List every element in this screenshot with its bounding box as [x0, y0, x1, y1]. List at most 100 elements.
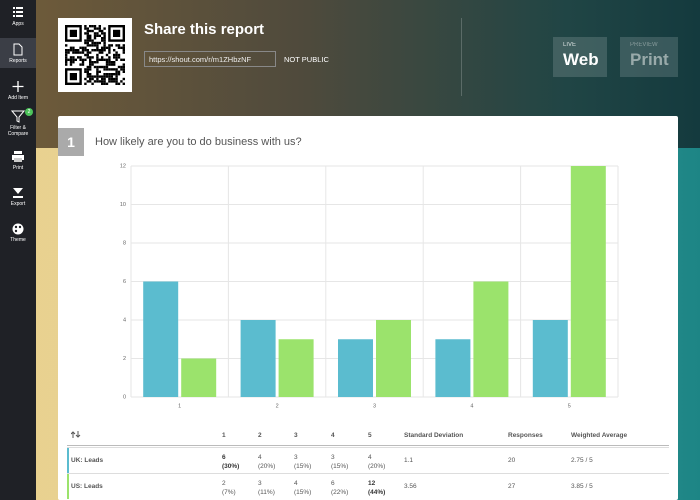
- qr-module: [72, 51, 75, 54]
- x-tick-label: 1: [178, 403, 181, 409]
- qr-module: [115, 58, 118, 61]
- qr-module: [103, 49, 106, 52]
- count-cell: 3 (15%): [294, 453, 311, 471]
- qr-module: [89, 68, 92, 71]
- qr-module: [86, 44, 89, 47]
- qr-module: [93, 75, 97, 78]
- qr-module: [79, 63, 82, 66]
- qr-module: [89, 25, 92, 28]
- qr-module: [86, 65, 89, 69]
- qr-module: [117, 44, 121, 47]
- qr-module: [91, 39, 94, 42]
- sidebar-item[interactable]: Reports: [0, 38, 36, 68]
- sidebar-item[interactable]: Add Item: [0, 80, 36, 106]
- swap-icon[interactable]: [71, 430, 81, 439]
- sidebar-item[interactable]: Print: [0, 150, 36, 176]
- qr-module: [89, 65, 92, 69]
- sidebar-item[interactable]: Apps: [0, 6, 36, 32]
- qr-module: [86, 41, 89, 45]
- qr-module: [108, 51, 111, 54]
- qr-module: [108, 46, 111, 49]
- qr-module: [98, 25, 101, 28]
- qr-module: [86, 37, 89, 40]
- qr-module: [110, 68, 113, 71]
- percent: (15%): [294, 463, 312, 470]
- sidebar-label: Print: [12, 165, 24, 171]
- qr-module: [91, 56, 94, 59]
- qr-module: [86, 68, 89, 71]
- y-tick-label: 0: [123, 394, 126, 400]
- qr-finder: [108, 24, 126, 42]
- qr-module: [101, 32, 104, 35]
- button-label: Web: [563, 50, 599, 69]
- qr-module: [98, 29, 101, 33]
- qr-module: [122, 58, 125, 61]
- qr-module: [96, 70, 99, 73]
- qr-module: [108, 68, 111, 71]
- y-tick-label: 6: [123, 279, 126, 285]
- count: 4: [368, 454, 372, 461]
- qr-module: [84, 53, 87, 57]
- qr-module: [96, 61, 99, 64]
- qr-module: [79, 58, 82, 61]
- qr-module: [103, 44, 106, 47]
- qr-module: [96, 65, 99, 69]
- sidebar-item[interactable]: Filter & Compare 2: [0, 108, 36, 137]
- qr-module: [89, 44, 92, 47]
- qr-module: [91, 44, 94, 47]
- qr-module: [120, 65, 123, 69]
- qr-module: [101, 82, 104, 85]
- qr-module: [101, 75, 104, 78]
- qr-finder: [64, 24, 82, 42]
- live-web-button[interactable]: LIVE Web: [553, 37, 607, 77]
- qr-module: [81, 51, 85, 54]
- qr-module: [86, 39, 89, 42]
- y-tick-label: 4: [123, 317, 126, 323]
- qr-module: [86, 34, 89, 37]
- x-tick-label: 2: [276, 403, 279, 409]
- sidebar-item[interactable]: Theme: [0, 222, 36, 248]
- qr-module: [69, 58, 73, 61]
- qr-module: [81, 49, 85, 52]
- qr-module: [120, 58, 123, 61]
- qr-module: [105, 53, 109, 57]
- bar: [240, 320, 276, 397]
- y-tick-label: 8: [123, 240, 126, 246]
- qr-module: [96, 80, 99, 83]
- qr-module: [101, 58, 104, 61]
- qr-module: [93, 34, 97, 37]
- divider: [461, 18, 462, 96]
- sidebar-item[interactable]: Export: [0, 186, 36, 212]
- qr-module: [113, 56, 116, 59]
- qr-module: [108, 49, 111, 52]
- qr-module: [110, 77, 113, 81]
- qr-module: [115, 73, 118, 76]
- preview-print-button[interactable]: PREVIEW Print: [620, 37, 678, 77]
- qr-module: [108, 73, 111, 76]
- qr-module: [117, 73, 121, 76]
- x-tick-label: 3: [373, 403, 376, 409]
- qr-module: [98, 41, 101, 45]
- qr-module: [117, 46, 121, 49]
- qr-module: [79, 46, 82, 49]
- qr-module: [69, 61, 73, 64]
- qr-module: [96, 58, 99, 61]
- qr-code: [58, 18, 132, 92]
- qr-module: [67, 49, 70, 52]
- qr-module: [67, 51, 70, 54]
- qr-module: [105, 61, 109, 64]
- qr-module: [101, 77, 104, 81]
- qr-module: [115, 75, 118, 78]
- share-url[interactable]: https://shout.com/r/m1ZHbzNF: [144, 51, 276, 67]
- count-cell: 6 (22%): [331, 479, 348, 497]
- button-caption: PREVIEW: [630, 42, 658, 48]
- qr-module: [103, 46, 106, 49]
- qr-module: [105, 65, 109, 69]
- qr-module: [91, 41, 94, 45]
- qr-module: [84, 70, 87, 73]
- sidebar-label: Apps: [12, 21, 24, 27]
- y-tick-label: 10: [120, 202, 126, 208]
- qr-module: [77, 56, 80, 59]
- qr-module: [77, 49, 80, 52]
- qr-module: [72, 46, 75, 49]
